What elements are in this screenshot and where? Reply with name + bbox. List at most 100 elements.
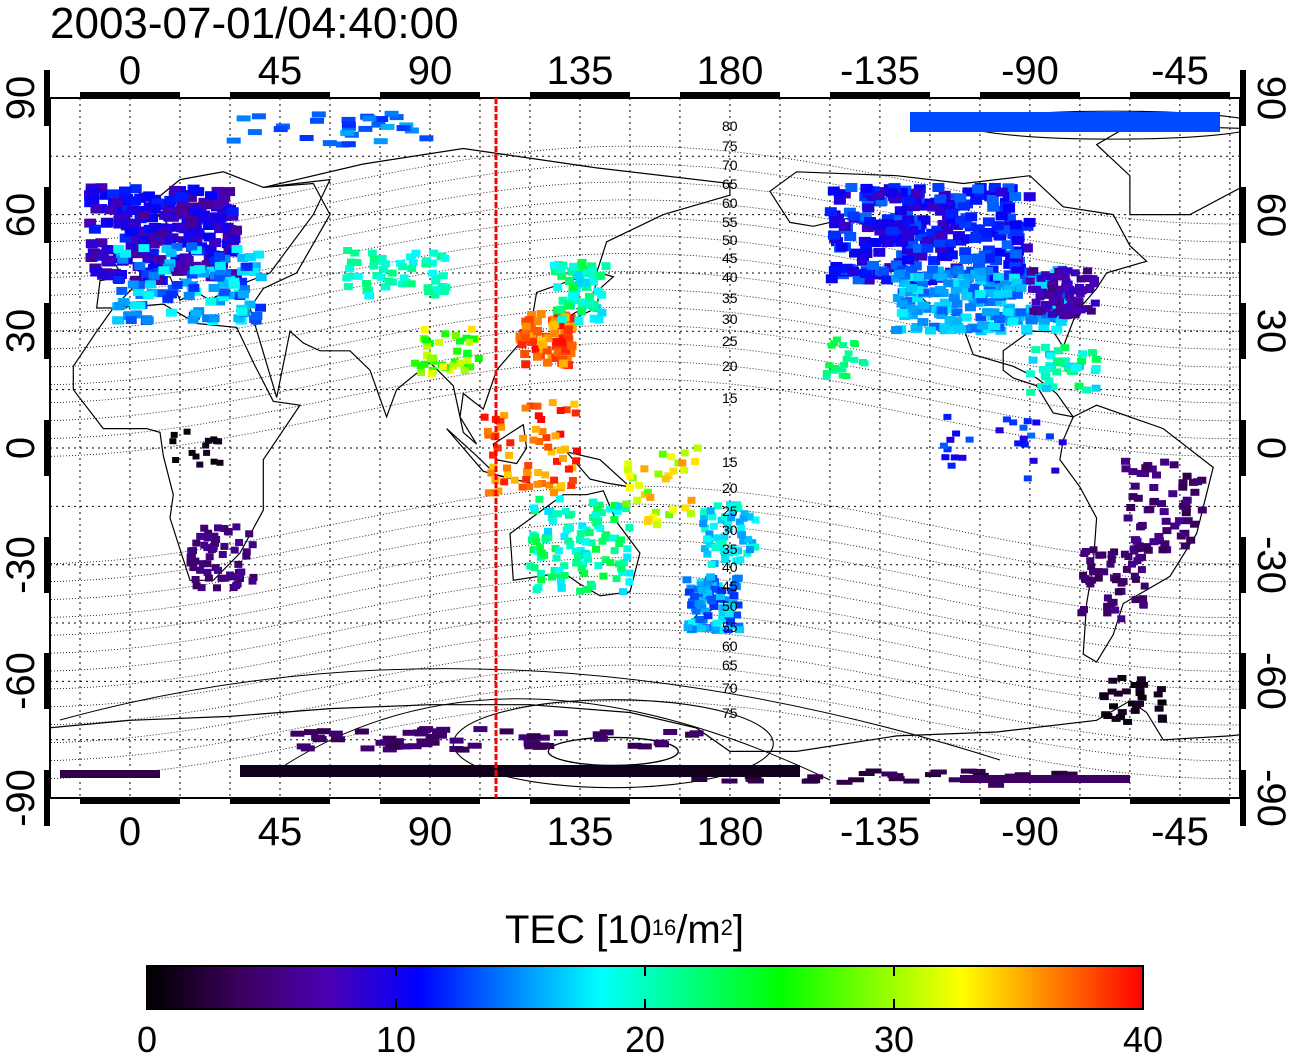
tec-cell [215,438,223,445]
tec-cell [158,266,170,275]
tec-cell [107,189,119,199]
tec-cell [1095,551,1104,559]
tec-cell [1175,517,1184,525]
tec-cell [899,287,911,296]
coastlines [50,124,1240,752]
tec-cell [972,254,984,264]
tec-cell [668,506,677,514]
tec-cell [534,412,543,420]
tec-cell [912,243,925,253]
tec-cell [133,288,144,296]
tec-cell [146,213,158,223]
tec-cell [217,574,226,582]
tec-cell [703,550,712,558]
tec-cell [1025,277,1035,285]
tec-cell [404,127,419,134]
tec-cell [1130,572,1139,580]
tec-cell [709,602,719,610]
tec-cell [610,501,619,509]
mag-lat-label-north: 25 [722,333,738,349]
tec-cell [615,560,623,568]
tec-cell [205,266,217,275]
tec-cell [551,432,560,440]
tec-cell [538,428,547,436]
tec-cell [896,308,908,317]
tec-cell [148,204,161,214]
coast-antarctica [50,700,1240,752]
tec-cell [867,260,879,270]
tec-cell [1041,310,1052,319]
tec-cell [251,311,263,320]
tec-cell [1083,267,1093,275]
tec-cell [892,220,905,230]
tec-cell [200,541,209,549]
tec-cell [176,200,189,210]
tec-cell [617,564,626,572]
tec-cell [241,262,253,271]
tec-cell [380,123,395,130]
tec-cell [184,192,197,202]
tec-cell [1048,310,1057,318]
tec-cell [720,533,729,541]
tec-cell [205,297,217,306]
right-lat-label: -60 [1249,652,1292,710]
tec-cell [1186,536,1196,544]
tec-cell [174,208,187,218]
right-tick-bar [1240,770,1246,826]
tec-cell [532,538,541,546]
tec-cell [946,436,955,443]
tec-cell [533,480,542,488]
tec-cell [97,270,110,280]
tec-cell [376,273,386,281]
tec-cell [700,513,709,521]
tec-cell [721,513,730,521]
tec-cell [902,231,915,241]
tec-cell [1074,297,1084,305]
tec-cell [214,524,222,532]
tec-cell [718,610,728,618]
tec-cell [466,363,475,371]
tec-cell [961,292,973,301]
tec-cell [228,234,241,244]
tec-cell [581,282,591,291]
tec-cell [841,263,853,273]
mag-contour [50,360,1240,440]
tec-cell [872,191,885,201]
tec-cell [146,248,159,258]
tec-cell [217,196,230,206]
tec-cell [1063,267,1073,275]
bottom-tick-bar [380,798,480,804]
tec-cell [822,370,831,376]
tec-cell [1128,700,1137,707]
tec-cell [1140,470,1150,478]
tec-cell [988,182,1001,192]
tec-cell [124,227,137,237]
tec-cell [678,459,687,467]
tec-cell [618,568,626,576]
tec-cell [1044,377,1054,385]
mag-lat-label-south: 45 [722,578,738,594]
tec-cell [552,554,561,562]
tec-cell [990,256,1002,265]
tec-cell [224,528,233,536]
mag-lat-label-north: 75 [722,138,738,154]
left-lat-label: -30 [0,536,43,594]
tec-cell [584,528,593,536]
tec-cell [1135,554,1144,562]
tec-cell [637,743,652,750]
tec-cell [129,301,141,310]
tec-cell [1100,568,1109,576]
left-lat-label: 90 [0,76,43,121]
tec-cell [899,250,911,260]
tec-cell [186,559,195,567]
tec-cell [934,302,946,311]
tec-cell [114,301,126,310]
tec-cell [553,457,561,465]
tec-cell [1055,305,1065,312]
tec-cell [417,369,425,376]
tec-cell [934,230,947,240]
tec-cell [421,336,430,344]
tec-cell [172,457,180,463]
tec-cell [1008,273,1020,282]
tec-cell [952,265,964,274]
